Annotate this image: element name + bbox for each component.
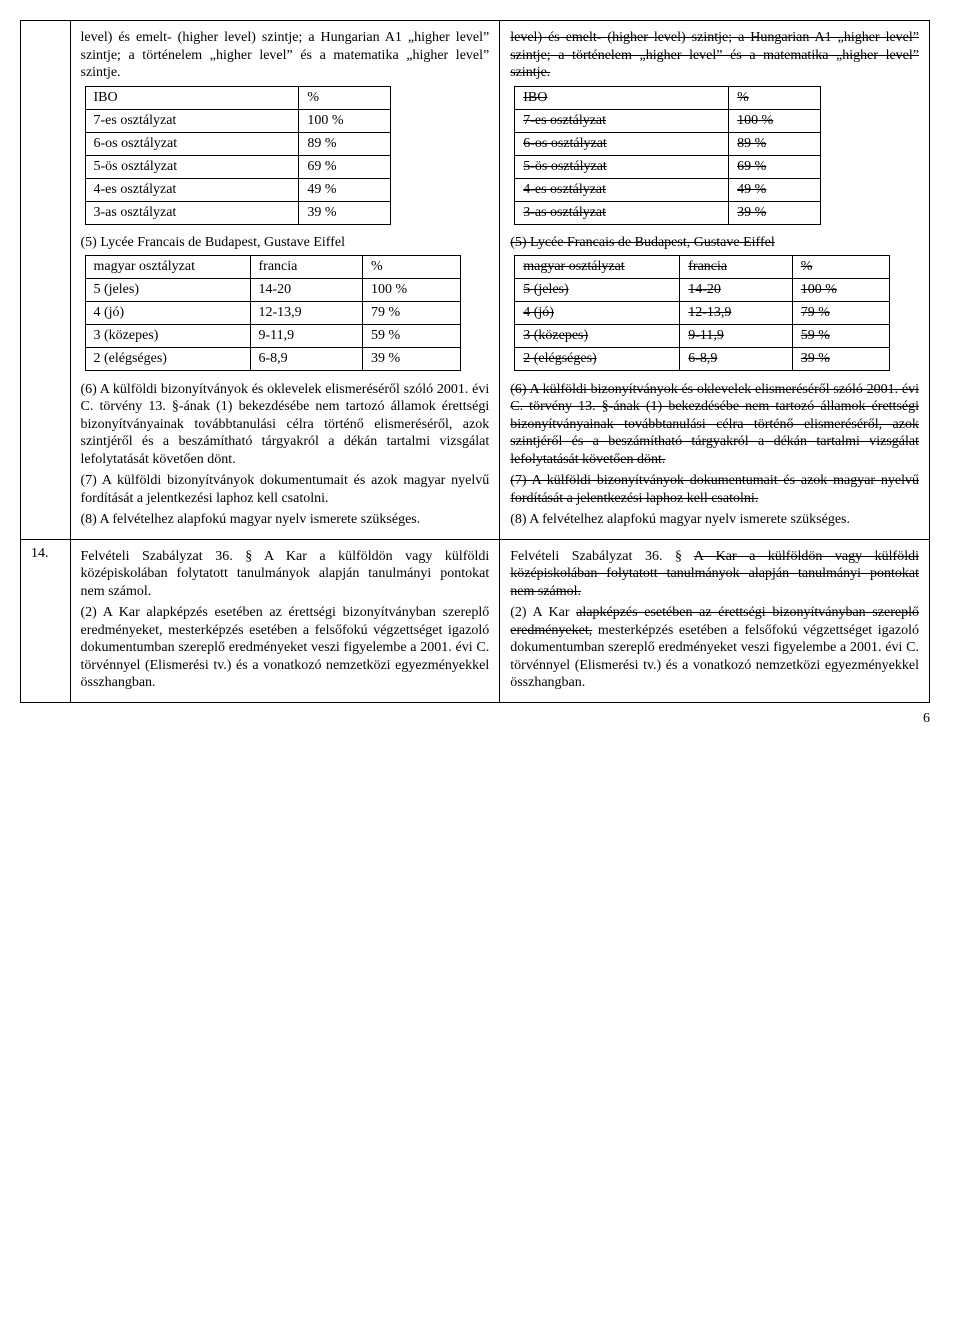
row2-right-p1a: Felvételi Szabályzat 36. § xyxy=(510,549,694,564)
row2-left-cell: Felvételi Szabályzat 36. § A Kar a külfö… xyxy=(70,539,500,702)
lycee-cell: % xyxy=(363,255,461,278)
ibo-cell: 5-ös osztályzat xyxy=(85,155,299,178)
ibo-cell: 7-es osztályzat xyxy=(515,109,729,132)
lycee-cell: 39 % xyxy=(363,347,461,370)
lycee-cell: 59 % xyxy=(363,324,461,347)
lycee-cell: 4 (jó) xyxy=(515,301,680,324)
lycee-cell: 100 % xyxy=(363,278,461,301)
ibo-cell: 69 % xyxy=(729,155,821,178)
para6-right: (6) A külföldi bizonyítványok és oklevel… xyxy=(510,381,919,469)
lycee-cell: 14-20 xyxy=(680,278,793,301)
lycee-cell: 79 % xyxy=(792,301,890,324)
intro-para-right: level) és emelt- (higher level) szintje;… xyxy=(510,29,919,82)
ibo-cell: % xyxy=(729,86,821,109)
row2-left-p2: (2) A Kar alapképzés esetében az érettsé… xyxy=(81,604,490,692)
ibo-cell: 3-as osztályzat xyxy=(85,201,299,224)
lycee-cell: 2 (elégséges) xyxy=(515,347,680,370)
row2-right-p1: Felvételi Szabályzat 36. § A Kar a külfö… xyxy=(510,548,919,601)
row1-num xyxy=(21,21,71,540)
ibo-cell: 100 % xyxy=(299,109,391,132)
lycee-table-right: magyar osztályzatfrancia% 5 (jeles)14-201… xyxy=(514,255,890,371)
ibo-cell: 89 % xyxy=(299,132,391,155)
page-number: 6 xyxy=(20,711,930,727)
para7-right: (7) A külföldi bizonyítványok dokumentum… xyxy=(510,472,919,507)
ibo-cell: 39 % xyxy=(299,201,391,224)
lycee-cell: 4 (jó) xyxy=(85,301,250,324)
ibo-cell: 49 % xyxy=(729,178,821,201)
lycee-cell: 39 % xyxy=(792,347,890,370)
para6-left: (6) A külföldi bizonyítványok és oklevel… xyxy=(81,381,490,469)
lycee-cell: 12-13,9 xyxy=(680,301,793,324)
row2-left-p1: Felvételi Szabályzat 36. § A Kar a külfö… xyxy=(81,548,490,601)
lycee-cell: 59 % xyxy=(792,324,890,347)
ibo-cell: 4-es osztályzat xyxy=(85,178,299,201)
lycee-cell: 3 (közepes) xyxy=(85,324,250,347)
ibo-cell: 49 % xyxy=(299,178,391,201)
comparison-table: level) és emelt- (higher level) szintje;… xyxy=(20,20,930,703)
lycee-cell: 9-11,9 xyxy=(250,324,363,347)
row2-right-cell: Felvételi Szabályzat 36. § A Kar a külfö… xyxy=(500,539,930,702)
lycee-cell: francia xyxy=(250,255,363,278)
sect5-title-left: (5) Lycée Francais de Budapest, Gustave … xyxy=(81,235,490,251)
lycee-cell: 6-8,9 xyxy=(680,347,793,370)
lycee-cell: 6-8,9 xyxy=(250,347,363,370)
lycee-cell: 79 % xyxy=(363,301,461,324)
ibo-table-right: IBO%7-es osztályzat100 %6-os osztályzat8… xyxy=(514,86,821,225)
lycee-cell: 14-20 xyxy=(250,278,363,301)
row1-left-cell: level) és emelt- (higher level) szintje;… xyxy=(70,21,500,540)
lycee-cell: 5 (jeles) xyxy=(515,278,680,301)
lycee-cell: 12-13,9 xyxy=(250,301,363,324)
para7-left: (7) A külföldi bizonyítványok dokumentum… xyxy=(81,472,490,507)
ibo-cell: 89 % xyxy=(729,132,821,155)
lycee-cell: francia xyxy=(680,255,793,278)
sect5-title-right: (5) Lycée Francais de Budapest, Gustave … xyxy=(510,235,919,251)
row2-right-p2: (2) A Kar alapképzés esetében az érettsé… xyxy=(510,604,919,692)
ibo-table-left: IBO%7-es osztályzat100 %6-os osztályzat8… xyxy=(85,86,392,225)
lycee-cell: magyar osztályzat xyxy=(515,255,680,278)
ibo-cell: 39 % xyxy=(729,201,821,224)
lycee-cell: 100 % xyxy=(792,278,890,301)
intro-para-left: level) és emelt- (higher level) szintje;… xyxy=(81,29,490,82)
lycee-cell: 9-11,9 xyxy=(680,324,793,347)
row2-num: 14. xyxy=(21,539,71,702)
ibo-cell: 3-as osztályzat xyxy=(515,201,729,224)
ibo-cell: 7-es osztályzat xyxy=(85,109,299,132)
row1-right-cell: level) és emelt- (higher level) szintje;… xyxy=(500,21,930,540)
lycee-cell: 5 (jeles) xyxy=(85,278,250,301)
row2-right-p2a: (2) A Kar xyxy=(510,605,576,620)
ibo-cell: % xyxy=(299,86,391,109)
lycee-table-left: magyar osztályzatfrancia% 5 (jeles)14-201… xyxy=(85,255,461,371)
lycee-cell: magyar osztályzat xyxy=(85,255,250,278)
ibo-cell: 5-ös osztályzat xyxy=(515,155,729,178)
lycee-cell: 3 (közepes) xyxy=(515,324,680,347)
para8-right: (8) A felvételhez alapfokú magyar nyelv … xyxy=(510,511,919,529)
ibo-cell: IBO xyxy=(85,86,299,109)
ibo-cell: IBO xyxy=(515,86,729,109)
ibo-cell: 6-os osztályzat xyxy=(515,132,729,155)
ibo-cell: 69 % xyxy=(299,155,391,178)
ibo-cell: 100 % xyxy=(729,109,821,132)
ibo-cell: 4-es osztályzat xyxy=(515,178,729,201)
para8-left: (8) A felvételhez alapfokú magyar nyelv … xyxy=(81,511,490,529)
ibo-cell: 6-os osztályzat xyxy=(85,132,299,155)
lycee-cell: 2 (elégséges) xyxy=(85,347,250,370)
lycee-cell: % xyxy=(792,255,890,278)
